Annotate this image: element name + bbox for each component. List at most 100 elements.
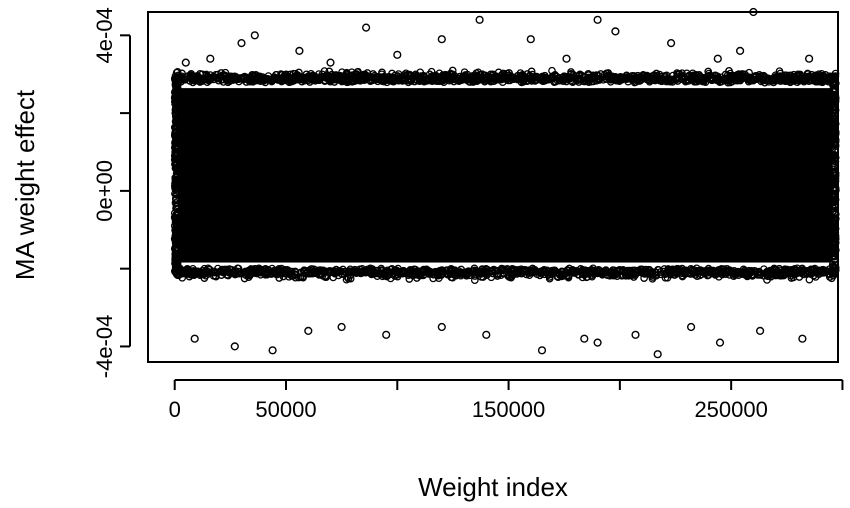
data-point <box>829 80 837 89</box>
data-point <box>406 71 415 80</box>
outlier-point <box>295 46 304 56</box>
data-point <box>829 249 838 258</box>
data-point <box>173 191 181 200</box>
data-point <box>171 138 179 147</box>
data-point <box>173 182 182 191</box>
data-point <box>625 73 633 82</box>
data-point <box>377 264 386 273</box>
data-point <box>704 264 713 273</box>
data-point <box>237 269 246 278</box>
data-point <box>759 71 768 80</box>
data-point <box>724 78 732 87</box>
data-point <box>363 72 371 80</box>
data-point <box>269 75 277 84</box>
x-axis-title: Weight index <box>418 472 568 502</box>
data-point <box>272 270 281 279</box>
outlier-point <box>237 38 246 48</box>
data-point <box>171 194 180 203</box>
data-point <box>506 72 515 81</box>
data-point <box>380 72 388 81</box>
data-point <box>482 266 491 274</box>
data-point <box>545 273 554 281</box>
data-point <box>261 74 269 83</box>
data-point <box>173 119 182 128</box>
data-point <box>509 267 518 275</box>
x-tick-label: 250000 <box>694 397 767 422</box>
data-point <box>500 266 509 274</box>
data-point <box>595 76 604 84</box>
data-point <box>496 75 505 84</box>
data-point <box>253 268 261 276</box>
data-point <box>171 184 179 193</box>
data-point <box>829 218 838 227</box>
data-point <box>261 78 270 87</box>
data-point <box>172 268 180 277</box>
data-point <box>527 75 535 84</box>
data-point <box>564 266 573 275</box>
data-point <box>243 74 252 83</box>
data-point <box>549 266 558 275</box>
data-point <box>267 270 276 278</box>
data-point <box>829 185 837 193</box>
data-point <box>721 70 730 79</box>
data-point <box>363 69 372 77</box>
data-point <box>771 74 780 83</box>
data-point <box>799 270 808 279</box>
data-point <box>342 275 351 284</box>
data-point <box>457 268 465 277</box>
outlier-point <box>798 334 807 343</box>
data-points <box>170 7 840 359</box>
data-point <box>316 269 325 278</box>
data-point <box>171 215 180 223</box>
data-point <box>409 271 417 280</box>
outlier-point <box>713 54 722 63</box>
outlier-point <box>593 15 602 24</box>
data-point <box>456 271 465 280</box>
data-point <box>612 74 621 83</box>
data-point <box>172 151 181 159</box>
data-point <box>383 268 392 277</box>
data-point <box>218 266 227 275</box>
data-point <box>391 266 400 275</box>
data-point <box>375 74 384 83</box>
data-point <box>791 75 800 84</box>
outlier-point <box>382 330 391 339</box>
data-point <box>302 74 311 83</box>
data-point <box>649 273 657 281</box>
dense-point-cloud <box>177 88 833 263</box>
data-point <box>819 71 827 80</box>
outlier-point <box>268 346 277 355</box>
data-point <box>590 270 598 278</box>
data-point <box>418 268 427 276</box>
data-point <box>184 72 192 80</box>
data-point <box>174 101 182 110</box>
data-point <box>678 272 687 281</box>
data-point <box>637 267 645 276</box>
data-point <box>449 73 458 82</box>
outlier-point <box>755 326 765 336</box>
data-point <box>786 266 795 275</box>
data-point <box>248 267 257 276</box>
data-point <box>691 270 700 279</box>
data-point <box>748 272 757 280</box>
data-point <box>325 268 334 277</box>
data-point <box>829 251 838 260</box>
outlier-point <box>804 54 814 63</box>
data-point <box>746 74 755 83</box>
data-point <box>260 266 268 275</box>
data-point <box>367 267 376 276</box>
data-point <box>712 269 721 277</box>
data-point <box>573 268 581 276</box>
data-point <box>811 264 819 273</box>
data-point <box>829 238 837 247</box>
data-point <box>738 70 747 78</box>
data-point <box>829 267 837 276</box>
data-point <box>433 271 442 279</box>
data-point <box>684 72 693 80</box>
data-point <box>625 268 634 277</box>
data-point <box>812 77 821 85</box>
data-point <box>454 74 463 83</box>
data-point <box>492 266 500 275</box>
data-point <box>764 270 773 279</box>
outlier-point <box>326 58 335 67</box>
